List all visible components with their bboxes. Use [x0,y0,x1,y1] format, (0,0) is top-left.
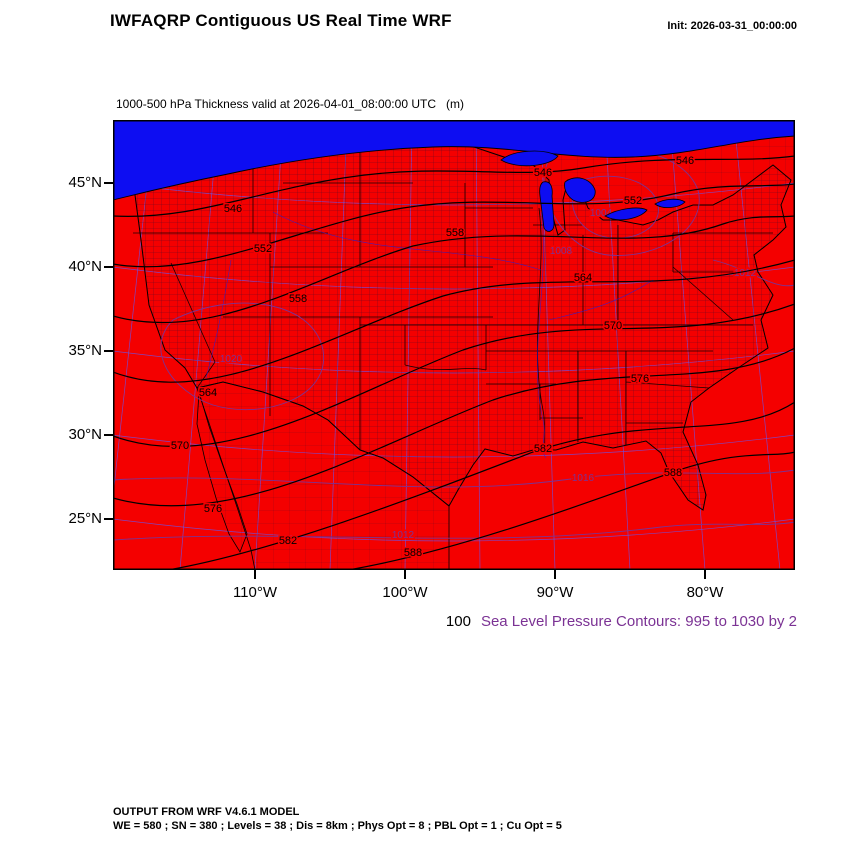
lat-tick-label: 25°N [68,510,102,527]
caption-text: Sea Level Pressure Contours: 995 to 1030… [480,613,797,630]
thickness-contours: 546 546 546 552 552 558 558 564 564 570 … [113,154,795,570]
lon-tick-label: 80°W [686,584,724,601]
slp-contour-label: 1012 [392,530,415,541]
lon-tick-label: 110°W [232,584,278,601]
lat-tick-label: 35°N [68,342,102,359]
thickness-contour-label: 576 [204,503,222,515]
thickness-contour-label: 558 [446,227,464,239]
thickness-contour-label: 564 [199,387,217,399]
thickness-contour-label: 558 [289,293,307,305]
map-frame [113,120,795,570]
init-timestamp: Init: 2026-03-31_00:00:00 [667,20,797,32]
us-land-counties [132,129,792,511]
lon-tick-label: 100°W [382,584,428,601]
slp-contour-label: 1008 [550,246,573,257]
thickness-contour-label: 570 [171,440,189,452]
rivers [205,211,654,459]
lon-tick-mark [404,570,406,579]
thickness-contour-label: 582 [534,443,552,455]
map-container: 1004 1008 1020 1016 1012 1012 546 546 54… [113,120,795,570]
lon-tick-mark [704,570,706,579]
lat-tick-label: 45°N [68,174,102,191]
thickness-contour-label: 582 [279,535,297,547]
thickness-contour-label: 564 [574,272,592,284]
slp-contours: 1004 1008 1020 1016 1012 1012 [113,147,795,543]
wrf-map-plot: 1004 1008 1020 1016 1012 1012 546 546 54… [113,120,795,570]
cold-airmass-fill [113,120,795,200]
thickness-contour-label: 546 [534,167,552,179]
thickness-contour-label: 546 [224,203,242,215]
footer-model-line: OUTPUT FROM WRF V4.6.1 MODEL [113,806,300,818]
cold-airmass-edge [113,135,795,201]
model-footer: OUTPUT FROM WRF V4.6.1 MODEL WE = 580 ; … [113,806,562,833]
lat-tick-label: 40°N [68,258,102,275]
lat-tick-mark [104,182,113,184]
footer-config-line: WE = 580 ; SN = 380 ; Levels = 38 ; Dis … [113,819,562,832]
great-lakes [500,150,686,232]
thickness-contour-label: 576 [631,373,649,385]
lat-tick-mark [104,350,113,352]
lon-tick-label: 90°W [536,584,574,601]
thickness-contour-label: 546 [676,155,694,167]
lat-tick-mark [104,518,113,520]
lon-tick-mark [554,570,556,579]
slp-contour-label: 1016 [572,473,595,484]
thickness-contour-label: 588 [404,547,422,559]
contour-caption: 100 Sea Level Pressure Contours: 995 to 1… [446,613,797,630]
thickness-contour-label: 570 [604,320,622,332]
slp-contour-label: 1020 [220,354,243,365]
legend-line-thickness-1: 1000-500 hPa Thickness valid at 2026-04-… [116,97,464,111]
lat-tick-mark [104,434,113,436]
lat-tick-label: 30°N [68,426,102,443]
thickness-contour-label: 552 [254,243,272,255]
lat-tick-mark [104,266,113,268]
thickness-contour-label: 588 [664,467,682,479]
thickness-contour-label: 552 [624,195,642,207]
lon-tick-mark [254,570,256,579]
baja-peninsula [196,391,248,553]
caption-prefix: 100 [445,613,471,630]
page-title: IWFAQRP Contiguous US Real Time WRF [110,11,452,30]
